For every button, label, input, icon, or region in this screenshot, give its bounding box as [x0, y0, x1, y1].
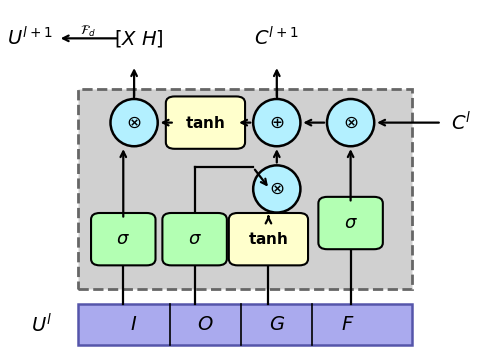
Text: $\mathbf{tanh}$: $\mathbf{tanh}$ [248, 231, 288, 247]
Text: $[X\ H]$: $[X\ H]$ [114, 28, 164, 49]
Text: $\otimes$: $\otimes$ [343, 114, 358, 132]
Ellipse shape [327, 99, 374, 146]
Text: $\mathit{O}$: $\mathit{O}$ [197, 315, 214, 334]
Text: $\mathit{F}$: $\mathit{F}$ [341, 315, 355, 334]
Text: $\oplus$: $\oplus$ [269, 114, 285, 132]
Text: $\mathit{G}$: $\mathit{G}$ [269, 315, 285, 334]
Ellipse shape [111, 99, 158, 146]
Text: $\sigma$: $\sigma$ [188, 230, 202, 248]
Text: $\sigma$: $\sigma$ [344, 214, 358, 232]
Text: $\mathbf{tanh}$: $\mathbf{tanh}$ [185, 114, 225, 131]
Ellipse shape [253, 99, 300, 146]
Text: $U^l$: $U^l$ [31, 313, 52, 336]
FancyBboxPatch shape [91, 213, 156, 265]
FancyBboxPatch shape [78, 89, 412, 289]
Text: $\mathcal{F}_d$: $\mathcal{F}_d$ [80, 24, 96, 39]
FancyBboxPatch shape [166, 96, 245, 149]
Text: $C^l$: $C^l$ [451, 111, 472, 134]
Text: $\otimes$: $\otimes$ [126, 114, 142, 132]
Ellipse shape [253, 165, 300, 213]
Text: $C^{l+1}$: $C^{l+1}$ [254, 27, 299, 50]
FancyBboxPatch shape [163, 213, 227, 265]
Text: $\otimes$: $\otimes$ [269, 180, 285, 198]
FancyBboxPatch shape [78, 304, 412, 345]
FancyBboxPatch shape [318, 197, 383, 249]
Text: $U^{l+1}$: $U^{l+1}$ [7, 27, 52, 50]
Text: $\mathit{I}$: $\mathit{I}$ [130, 315, 138, 334]
Text: $\sigma$: $\sigma$ [117, 230, 130, 248]
FancyBboxPatch shape [229, 213, 308, 265]
